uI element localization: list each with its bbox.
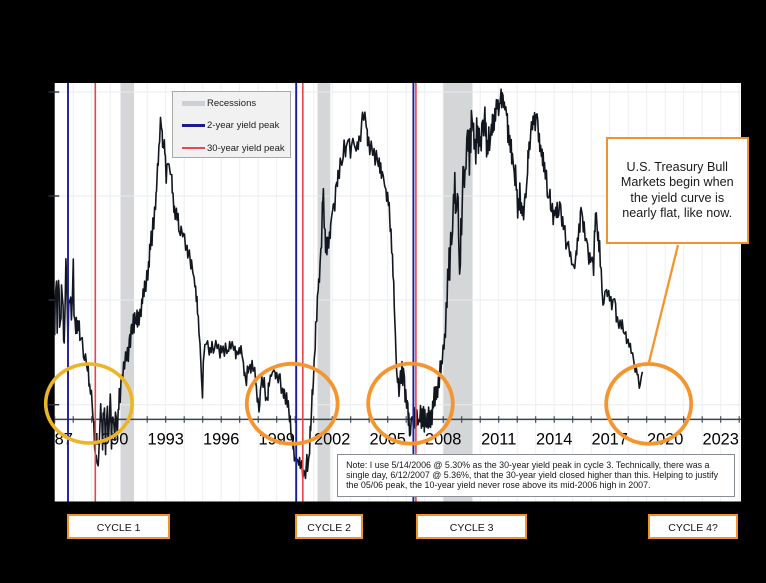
svg-text:1993: 1993 [147, 431, 183, 449]
svg-text:2017: 2017 [591, 431, 627, 449]
svg-text:2002: 2002 [314, 431, 350, 449]
svg-text:1996: 1996 [203, 431, 239, 449]
svg-text:2014: 2014 [536, 431, 572, 449]
svg-text:2023: 2023 [702, 431, 738, 449]
svg-text:2011: 2011 [481, 431, 516, 449]
